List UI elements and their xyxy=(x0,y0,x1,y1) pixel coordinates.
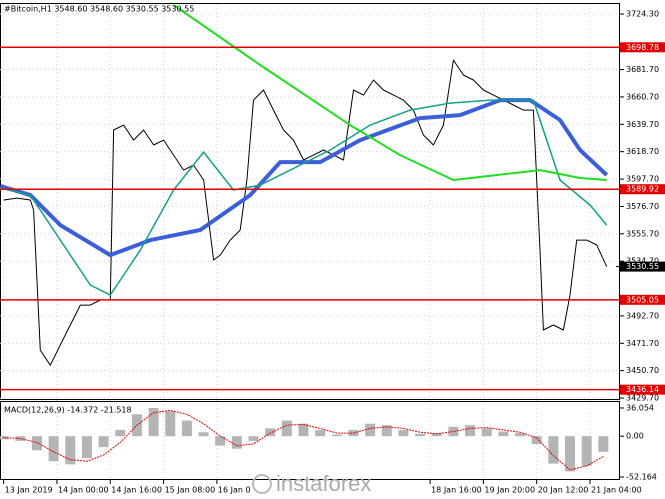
level-label: 3589.92 xyxy=(626,185,659,194)
macd-bar xyxy=(298,423,309,437)
plot xyxy=(0,4,620,472)
x-tick-label: 16 Jan 0 xyxy=(218,486,251,495)
x-tick-label: 14 Jan 00:00 xyxy=(58,486,109,495)
macd-bar xyxy=(248,436,259,441)
y-tick-label: 0.00 xyxy=(626,432,644,441)
moving-average xyxy=(173,4,607,181)
macd-bar xyxy=(215,436,226,446)
y-tick-label: 3576.70 xyxy=(626,202,659,211)
macd-title: MACD(12,26,9) -14.372 -21.518 xyxy=(4,406,132,415)
y-tick-label: 3724.30 xyxy=(626,10,659,19)
macd-bar xyxy=(415,433,426,437)
macd-bar xyxy=(498,431,509,437)
y-tick-label: 36.054 xyxy=(626,403,654,412)
x-tick-label: 13 Jan 2019 xyxy=(5,486,53,495)
level-label: 3505.05 xyxy=(626,295,659,304)
macd-bar xyxy=(315,429,326,437)
x-tick-label: 14 Jan 16:00 xyxy=(111,486,162,495)
macd-bar xyxy=(115,429,126,437)
macd-bar xyxy=(465,425,476,437)
level-label: 3436.14 xyxy=(626,385,659,394)
price-frame xyxy=(0,3,620,400)
level-label-box xyxy=(620,184,665,195)
y-tick-label: 3660.70 xyxy=(626,92,659,101)
y-tick-label: 3639.70 xyxy=(626,120,659,129)
macd-bar xyxy=(431,433,442,437)
watermark-icon xyxy=(252,474,272,494)
moving-average xyxy=(0,98,609,258)
macd-bar xyxy=(265,428,276,437)
x-tick-label: 20 Jan 12:00 xyxy=(538,486,589,495)
y-tick-label: 3492.70 xyxy=(626,311,659,320)
level-label-box xyxy=(620,294,665,305)
macd-frame xyxy=(0,401,620,480)
x-tick-label: 18 Jan 16:00 xyxy=(431,486,482,495)
watermark-text: instaforex xyxy=(276,471,371,496)
y-tick-label: 3450.70 xyxy=(626,366,659,375)
x-tick-label: 19 Jan 20:00 xyxy=(484,486,535,495)
macd-bar xyxy=(581,436,592,466)
y-tick-label: 3681.70 xyxy=(626,65,659,74)
macd-bar xyxy=(281,420,292,437)
macd-bar xyxy=(48,436,59,462)
level-label-box xyxy=(620,42,665,53)
y-tick-label: 3597.70 xyxy=(626,175,659,184)
macd-bar xyxy=(515,433,526,437)
y-tick-label: 3471.70 xyxy=(626,339,659,348)
x-tick-label: 21 Jan 04:00 xyxy=(591,486,642,495)
macd-bar xyxy=(181,420,192,437)
y-tick-label: 3555.70 xyxy=(626,229,659,238)
last-price-box xyxy=(620,261,665,272)
macd-bar xyxy=(65,436,76,465)
macd-bar xyxy=(198,432,209,437)
y-tick-label: 3618.70 xyxy=(626,147,659,156)
macd-signal xyxy=(3,409,604,471)
level-label-box xyxy=(620,384,665,395)
macd-bar xyxy=(98,436,109,448)
macd-bar xyxy=(365,423,376,437)
macd-bar xyxy=(381,425,392,437)
macd-bar xyxy=(481,428,492,437)
watermark: instaforex xyxy=(252,471,371,496)
macd-bar xyxy=(148,408,159,437)
macd-bar xyxy=(31,436,42,451)
chart-title: #Bitcoin,H1 3548.60 3548.60 3530.55 3530… xyxy=(4,5,194,14)
macd-bar xyxy=(165,411,176,437)
macd-bar xyxy=(548,436,559,464)
y-tick-label: -52.164 xyxy=(626,472,657,481)
macd-bar xyxy=(448,426,459,437)
macd-bar xyxy=(81,436,92,459)
price-line xyxy=(3,59,608,366)
macd-bar xyxy=(531,436,542,445)
level-label: 3698.78 xyxy=(626,43,659,52)
macd-bar xyxy=(598,436,609,452)
moving-average xyxy=(0,99,608,296)
grid xyxy=(0,4,620,480)
y-tick-label: 3429.70 xyxy=(626,394,659,403)
macd-bar xyxy=(565,436,576,472)
macd-bar xyxy=(231,436,242,449)
y-tick-label: 3534.70 xyxy=(626,257,659,266)
last-price-label: 3530.55 xyxy=(626,262,659,271)
x-tick-label: 15 Jan 08:00 xyxy=(165,486,216,495)
macd-bar xyxy=(331,434,342,437)
macd-bar xyxy=(398,429,409,437)
